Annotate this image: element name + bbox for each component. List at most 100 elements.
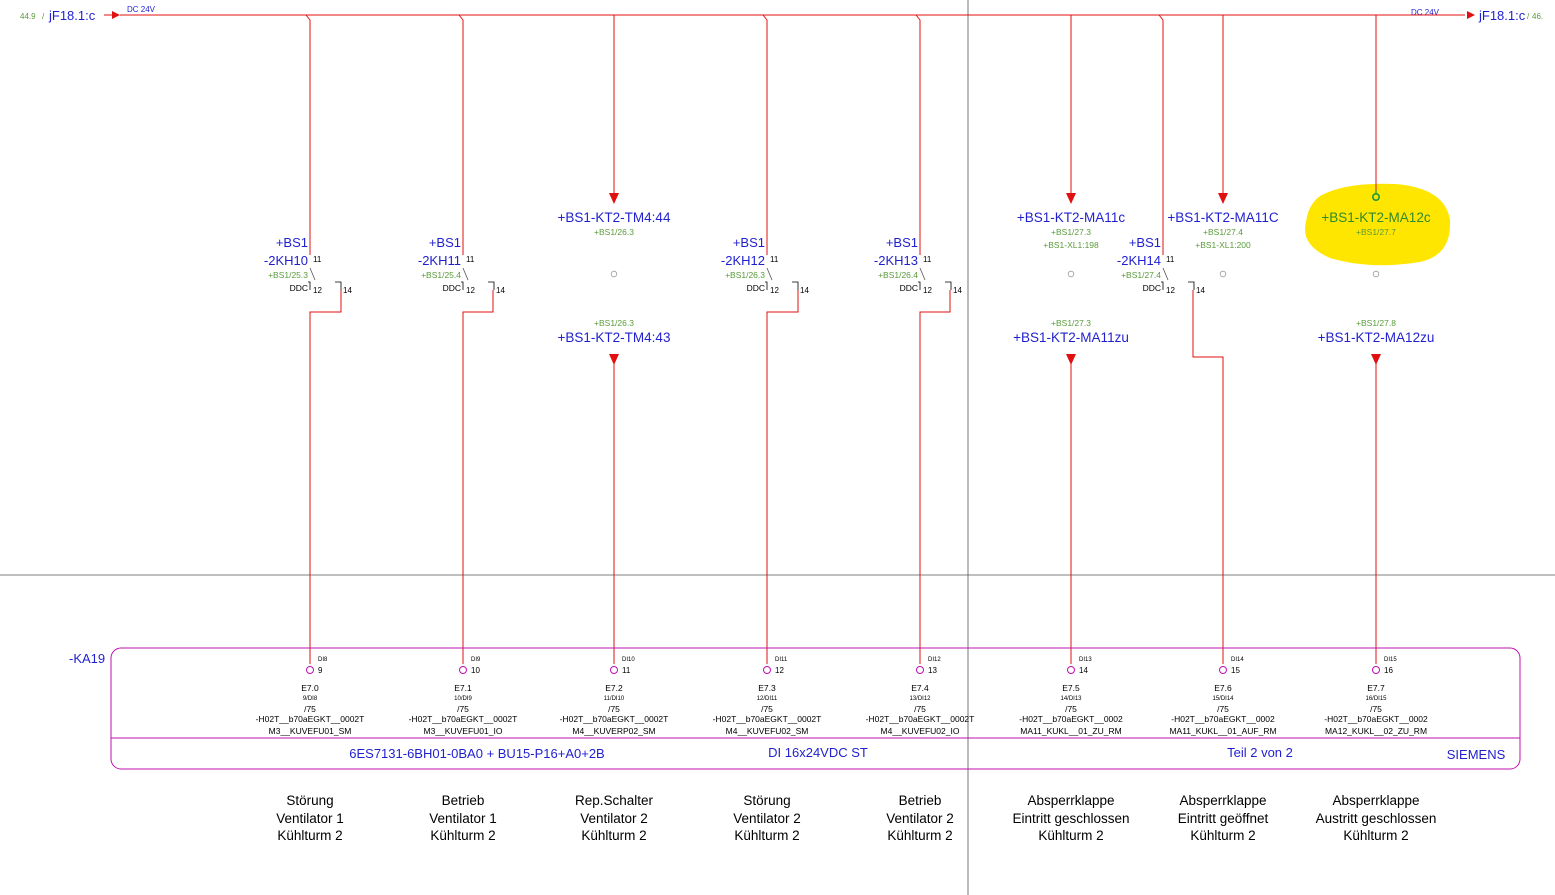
contact-label: DDC (1143, 283, 1161, 293)
description-line-1: Betrieb (442, 793, 485, 808)
contact-lever (766, 267, 773, 281)
channel-symbol-1: -H02T__b70aEGKT__0002T (713, 714, 822, 724)
bus-arrow-left (112, 11, 120, 19)
channel-terminal-icon[interactable] (459, 666, 467, 674)
contact-ref: +BS1/25.4 (421, 270, 461, 280)
channel-symbol-1: -H02T__b70aEGKT__0002T (409, 714, 518, 724)
io-channel-di15[interactable]: DI15 16 E7.7 16/DI15/75-H02T__b70aEGKT__000… (1324, 657, 1428, 736)
module-brand: SIEMENS (1447, 747, 1506, 762)
contact-lever (462, 267, 469, 281)
io-channel-di11[interactable]: DI11 12 E7.3 12/DI11/75-H02T__b70aEGKT__000… (713, 657, 822, 736)
terminal-3[interactable]: +BS1-KT2-MA12c +BS1/27.7 +BS1/27.8 +BS1-KT2… (1318, 210, 1435, 345)
description-line-2: Ventilator 1 (429, 811, 497, 826)
io-channel-di13[interactable]: DI13 14 E7.5 14/DI13/75-H02T__b70aEGKT__000… (1019, 657, 1123, 736)
terminal-top-label: +BS1-KT2-MA12c (1321, 210, 1430, 225)
description-line-2: Eintritt geöffnet (1178, 811, 1269, 826)
description-line-1: Störung (286, 793, 333, 808)
contact-2kh10[interactable]: +BS1 -2KH10 +BS1/25.3 DDC 11 12 14 (264, 235, 353, 295)
io-channels: DI89E7.09/DI8/75-H02T__b70aEGKT__0002TM3… (256, 657, 1428, 736)
channel-symbol-1: -H02T__b70aEGKT__0002T (256, 714, 365, 724)
terminal-node-icon (1067, 270, 1075, 278)
contact-ref: +BS1/25.3 (268, 270, 308, 280)
description-line-3: Kühlturm 2 (581, 828, 646, 843)
channel-symbol-2: M3__KUVEFU01_IO (424, 726, 503, 736)
channel-symbol-1: -H02T__b70aEGKT__0002T (560, 714, 669, 724)
terminal-bottom-ref: +BS1/27.3 (1051, 318, 1091, 328)
io-channel-di9[interactable]: DI9 10 E7.1 10/DI9/75-H02T__b70aEGKT__0002T… (409, 657, 518, 736)
channel-symbol-2: M4__KUVEFU02_SM (726, 726, 809, 736)
contact-2kh11[interactable]: +BS1 -2KH11 +BS1/25.4 DDC 11 12 14 (418, 235, 506, 295)
contact-lever (919, 267, 926, 281)
contact-lever (1162, 267, 1169, 281)
signal-description: Absperrklappe Austritt geschlossen Kühltur… (1316, 793, 1437, 843)
description-line-3: Kühlturm 2 (887, 828, 952, 843)
left-ref-slash: / (42, 12, 45, 21)
signal-description: Betrieb Ventilator 1 Kühlturm 2 (429, 793, 497, 843)
channel-symbol-1: -H02T__b70aEGKT__0002 (1324, 714, 1428, 724)
contact-location: +BS1 (276, 235, 308, 250)
channel-symbol-1: -H02T__b70aEGKT__0002 (1019, 714, 1123, 724)
left-voltage-label: DC 24V (127, 5, 156, 14)
contact-location: +BS1 (886, 235, 918, 250)
description-line-2: Ventilator 2 (733, 811, 801, 826)
channel-terminal-icon[interactable] (1372, 666, 1380, 674)
contact-pin-11: 11 (313, 255, 322, 264)
terminal-2[interactable]: +BS1-KT2-MA11C +BS1/27.4 +BS1-XL1:200 (1167, 210, 1279, 278)
channel-di: DI10 (622, 657, 635, 663)
io-channel-di10[interactable]: DI10 11 E7.2 11/DI10/75-H02T__b70aEGKT__000… (560, 657, 669, 736)
signal-description: Absperrklappe Eintritt geöffnet Kühlturm 2 (1178, 793, 1269, 843)
right-ref-link[interactable]: jF18.1:c (1478, 8, 1526, 23)
module-tag: -KA19 (69, 651, 105, 666)
channel-address: E7.3 (758, 683, 776, 693)
terminal-top-label: +BS1-KT2-MA11c (1017, 210, 1125, 225)
channel-address: E7.1 (454, 683, 472, 693)
channel-address: E7.2 (605, 683, 623, 693)
channel-di: DI15 (1384, 657, 1397, 663)
channel-di: DI11 (775, 657, 788, 663)
channel-sub: 14/DI13 (1060, 696, 1082, 702)
contact-no-arm (335, 281, 342, 290)
left-ref-link[interactable]: jF18.1:c (48, 8, 96, 23)
channel-symbol-2: MA12_KUKL__02_ZU_RM (1325, 726, 1427, 736)
contact-pin-14: 14 (1196, 286, 1205, 295)
contact-ref: +BS1/26.3 (725, 270, 765, 280)
contact-pin-12: 12 (1166, 286, 1175, 295)
contact-ref: +BS1/26.4 (878, 270, 918, 280)
channel-pin: 11 (622, 666, 631, 675)
channel-terminal-icon[interactable] (306, 666, 314, 674)
right-ref-number: 46. (1532, 12, 1543, 21)
terminal-0[interactable]: +BS1-KT2-TM4:44 +BS1/26.3 +BS1/26.3 +BS1-KT… (558, 210, 671, 345)
channel-terminal-icon[interactable] (1067, 666, 1075, 674)
contact-2kh12[interactable]: +BS1 -2KH12 +BS1/26.3 DDC 11 12 14 (721, 235, 810, 295)
contact-2kh14[interactable]: +BS1 -2KH14 +BS1/27.4 DDC 11 12 14 (1117, 235, 1206, 295)
highlight-marker (1305, 183, 1451, 266)
channel-symbol-2: M3__KUVEFU01_SM (269, 726, 352, 736)
signal-description: Rep.Schalter Ventilator 2 Kühlturm 2 (575, 793, 654, 843)
contact-2kh13[interactable]: +BS1 -2KH13 +BS1/26.4 DDC 11 12 14 (874, 235, 963, 295)
channel-page: /75 (1217, 704, 1229, 714)
contact-pin-12: 12 (313, 286, 322, 295)
channel-terminal-icon[interactable] (1219, 666, 1227, 674)
channel-terminal-icon[interactable] (763, 666, 771, 674)
terminal-1[interactable]: +BS1-KT2-MA11c +BS1/27.3 +BS1-XL1:198 +BS1/… (1013, 210, 1129, 345)
io-channel-di14[interactable]: DI14 15 E7.6 15/DI14/75-H02T__b70aEGKT__000… (1169, 657, 1276, 736)
channel-symbol-2: M4__KUVERP02_SM (572, 726, 655, 736)
description-line-3: Kühlturm 2 (1343, 828, 1408, 843)
contact-no-arm (1188, 281, 1195, 290)
channel-terminal-icon[interactable] (916, 666, 924, 674)
channel-terminal-icon[interactable] (610, 666, 618, 674)
description-line-1: Rep.Schalter (575, 793, 654, 808)
contact-pin-14: 14 (343, 286, 352, 295)
signal-description: Störung Ventilator 1 Kühlturm 2 (276, 793, 344, 843)
channel-page: /75 (761, 704, 773, 714)
description-line-1: Absperrklappe (1179, 793, 1266, 808)
left-ref-number: 44.9 (20, 12, 36, 21)
contact-label: DDC (290, 283, 308, 293)
io-channel-di8[interactable]: DI8 9 E7.0 9/DI8/75-H02T__b70aEGKT__0002T M3… (256, 657, 365, 736)
io-module-box[interactable] (110, 647, 1521, 770)
terminal-top-label: +BS1-KT2-MA11C (1167, 210, 1278, 225)
io-channel-di12[interactable]: DI12 13 E7.4 13/DI12/75-H02T__b70aEGKT__000… (866, 657, 975, 736)
contact-label: DDC (900, 283, 918, 293)
channel-address: E7.5 (1062, 683, 1080, 693)
contact-no-arm (488, 281, 495, 290)
